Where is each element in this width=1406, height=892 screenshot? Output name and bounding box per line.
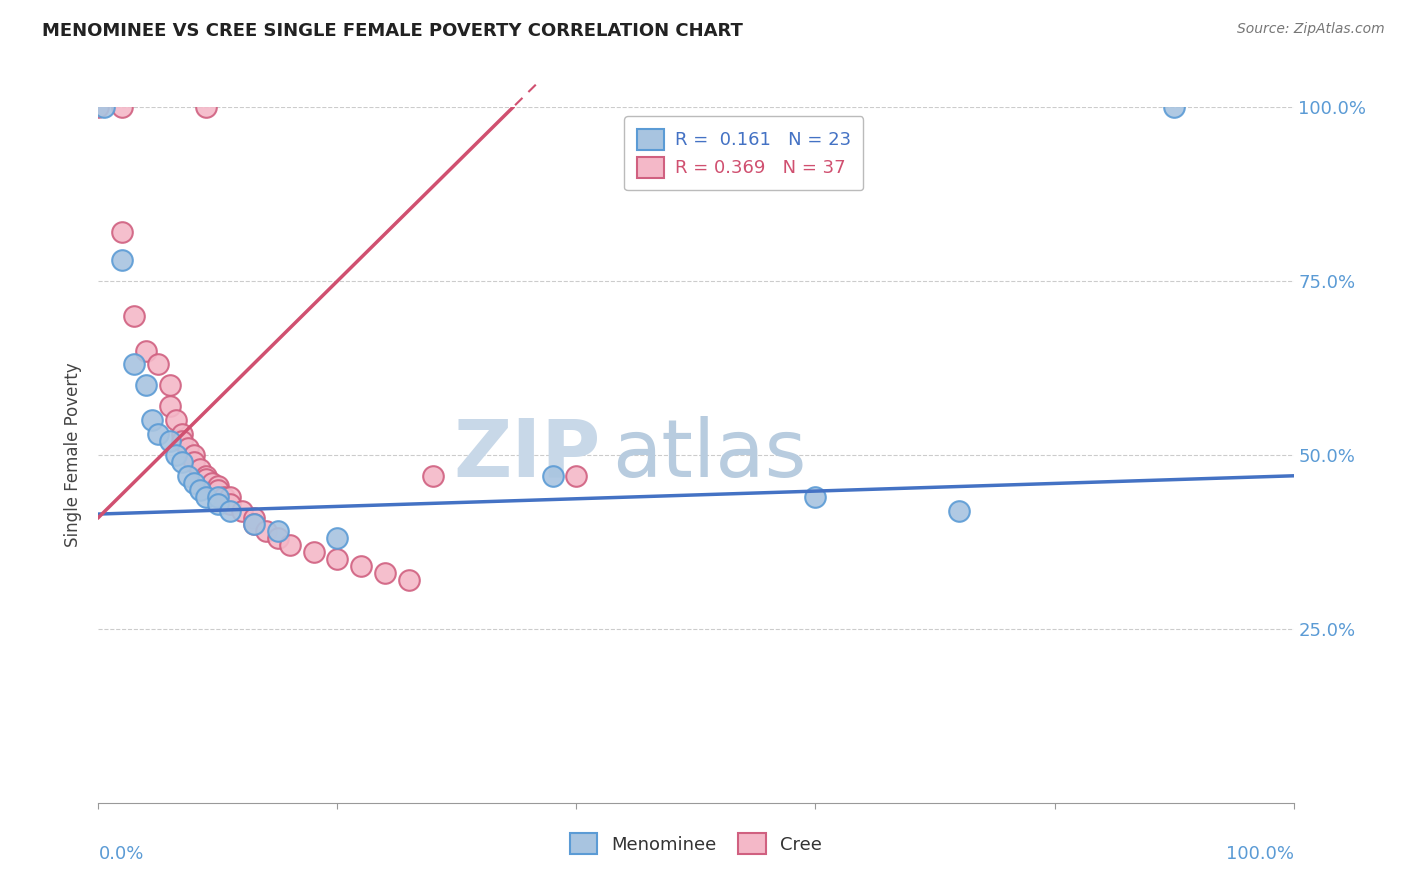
- Legend: Menominee, Cree: Menominee, Cree: [561, 824, 831, 863]
- Point: [541, 468, 564, 483]
- Point: [207, 490, 229, 504]
- Point: [111, 253, 134, 268]
- Point: [194, 100, 218, 114]
- Point: [159, 434, 181, 448]
- Point: [124, 358, 146, 372]
- Point: [207, 479, 229, 493]
- Point: [188, 483, 211, 497]
- Point: [254, 524, 277, 539]
- Text: 0.0%: 0.0%: [98, 845, 143, 863]
- Point: [183, 455, 205, 469]
- Point: [350, 559, 373, 574]
- Point: [243, 510, 266, 524]
- Point: [148, 427, 170, 442]
- Point: [398, 573, 420, 587]
- Point: [135, 343, 157, 358]
- Point: [422, 468, 444, 483]
- Point: [212, 490, 235, 504]
- Point: [172, 455, 194, 469]
- Point: [278, 538, 301, 552]
- Point: [141, 413, 163, 427]
- Point: [93, 100, 115, 114]
- Point: [219, 497, 242, 511]
- Point: [207, 483, 229, 497]
- Point: [302, 545, 325, 559]
- Point: [243, 517, 266, 532]
- Point: [159, 378, 181, 392]
- Point: [172, 427, 194, 442]
- Point: [219, 490, 242, 504]
- Point: [111, 225, 134, 239]
- Point: [183, 448, 205, 462]
- Point: [194, 472, 218, 486]
- Point: [267, 532, 290, 546]
- Point: [194, 490, 218, 504]
- Point: [201, 475, 224, 490]
- Point: [231, 503, 253, 517]
- Point: [87, 100, 110, 114]
- Text: atlas: atlas: [613, 416, 807, 494]
- Point: [1163, 100, 1185, 114]
- Point: [165, 448, 187, 462]
- Y-axis label: Single Female Poverty: Single Female Poverty: [65, 363, 83, 547]
- Text: Source: ZipAtlas.com: Source: ZipAtlas.com: [1237, 22, 1385, 37]
- Point: [243, 517, 266, 532]
- Point: [165, 413, 187, 427]
- Point: [183, 475, 205, 490]
- Point: [326, 552, 349, 566]
- Point: [111, 100, 134, 114]
- Point: [188, 462, 211, 476]
- Point: [219, 503, 242, 517]
- Point: [177, 441, 200, 455]
- Point: [194, 468, 218, 483]
- Point: [565, 468, 588, 483]
- Text: ZIP: ZIP: [453, 416, 600, 494]
- Point: [177, 468, 200, 483]
- Point: [148, 358, 170, 372]
- Point: [267, 524, 290, 539]
- Text: MENOMINEE VS CREE SINGLE FEMALE POVERTY CORRELATION CHART: MENOMINEE VS CREE SINGLE FEMALE POVERTY …: [42, 22, 742, 40]
- Point: [804, 490, 827, 504]
- Text: 100.0%: 100.0%: [1226, 845, 1294, 863]
- Point: [135, 378, 157, 392]
- Point: [172, 434, 194, 448]
- Point: [124, 309, 146, 323]
- Point: [159, 399, 181, 413]
- Point: [207, 497, 229, 511]
- Point: [948, 503, 970, 517]
- Point: [374, 566, 396, 581]
- Point: [326, 532, 349, 546]
